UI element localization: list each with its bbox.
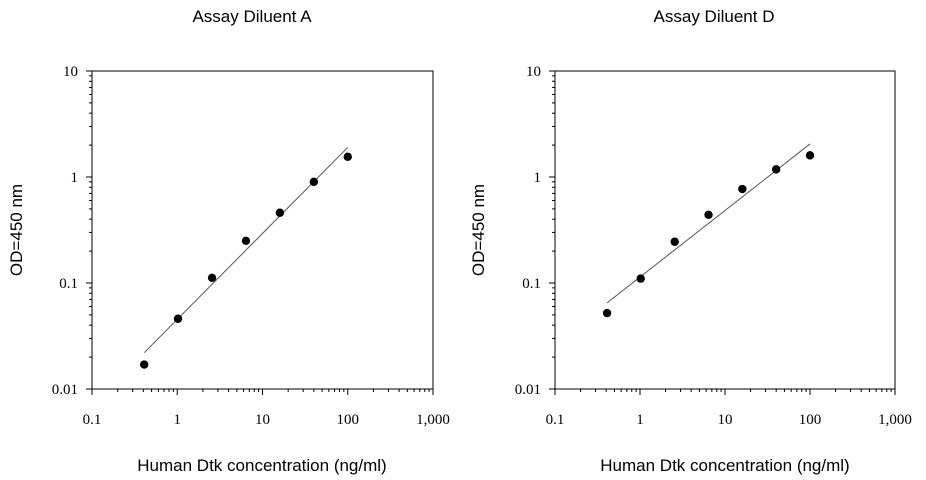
data-point — [241, 236, 251, 246]
y-tick-label: 0.01 — [515, 382, 541, 398]
chart-d-y-axis-label: OD=450 nm — [469, 184, 488, 276]
x-tick-label: 100 — [799, 412, 822, 428]
chart-a-plot-frame — [91, 70, 434, 390]
data-point — [309, 177, 319, 187]
x-tick-label: 1 — [636, 412, 644, 428]
y-tick-label: 10 — [526, 64, 541, 80]
y-tick-label: 1 — [71, 170, 79, 186]
data-point — [343, 152, 352, 162]
x-tick-label: 1,000 — [416, 412, 450, 428]
y-tick-label: 0.1 — [59, 276, 78, 292]
y-tick-label: 0.01 — [52, 382, 78, 398]
data-point — [704, 210, 713, 219]
data-point — [602, 308, 612, 318]
chart-d-title: Assay Diluent D — [654, 7, 775, 26]
x-tick-label: 100 — [337, 412, 360, 428]
x-tick-label: 1,000 — [878, 412, 912, 428]
chart-d-points — [602, 151, 815, 318]
data-point — [275, 208, 285, 217]
data-point — [636, 274, 645, 283]
data-point — [140, 360, 149, 369]
x-tick-label: 10 — [718, 412, 733, 428]
y-tick-label: 1 — [534, 170, 542, 186]
data-point — [670, 237, 679, 246]
data-point — [738, 184, 747, 194]
chart-a-y-axis-label: OD=450 nm — [7, 184, 26, 276]
x-tick-label: 1 — [174, 412, 182, 428]
chart-a-x-ticks: 0.1 1 10 100 1,000 — [83, 389, 450, 428]
chart-d: Assay Diluent D 0.1 1 10 100 1,000 0.01 0.1 1 1… — [469, 7, 912, 475]
data-point — [805, 151, 815, 160]
data-point — [207, 273, 217, 282]
chart-d-plot-frame — [554, 70, 896, 390]
chart-a-points — [140, 152, 352, 369]
chart-d-x-axis-label: Human Dtk concentration (ng/ml) — [600, 456, 849, 475]
chart-a-y-ticks: 0.01 0.1 1 10 — [52, 64, 92, 398]
x-tick-label: 0.1 — [83, 412, 102, 428]
y-tick-label: 10 — [63, 64, 78, 80]
chart-a-x-axis-label: Human Dtk concentration (ng/ml) — [137, 456, 386, 475]
x-tick-label: 0.1 — [546, 412, 565, 428]
data-point — [771, 165, 781, 174]
chart-a-fit-line-group — [143, 147, 349, 354]
chart-d-y-ticks: 0.01 0.1 1 10 — [515, 64, 555, 398]
chart-a-title: Assay Diluent A — [192, 7, 312, 26]
y-tick-label: 0.1 — [522, 276, 541, 292]
data-point — [173, 314, 183, 323]
x-tick-label: 10 — [255, 412, 270, 428]
chart-a: Assay Diluent A 0.1 1 10 100 1,000 0.01 0.1 1 1… — [7, 7, 450, 475]
chart-d-x-ticks: 0.1 1 10 100 1,000 — [546, 389, 912, 428]
fit-line — [143, 147, 349, 354]
